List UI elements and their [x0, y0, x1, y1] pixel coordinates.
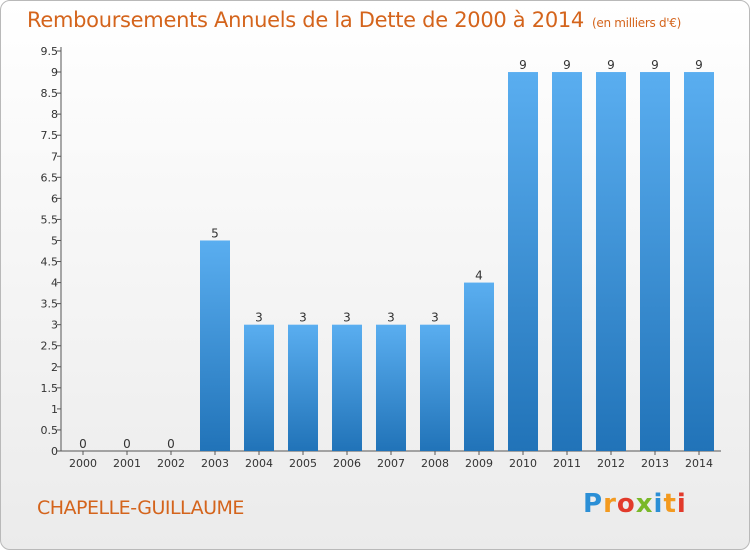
logo-letter: t — [663, 489, 677, 519]
bar — [596, 72, 626, 451]
data-label: 0 — [167, 437, 175, 451]
x-tick-label: 2002 — [157, 457, 185, 470]
logo-letter: P — [583, 489, 604, 519]
y-tick-label: 7 — [51, 150, 58, 163]
bar — [376, 324, 406, 451]
y-tick-label: 1 — [51, 403, 58, 416]
chart-title: Remboursements Annuels de la Dette de 20… — [27, 8, 682, 32]
x-tick-label: 2005 — [289, 457, 317, 470]
logo-letter: o — [616, 489, 636, 519]
y-tick-label: 2 — [51, 361, 58, 374]
location-name: CHAPELLE-GUILLAUME — [37, 497, 244, 519]
x-tick-label: 2012 — [597, 457, 625, 470]
y-tick-label: 2.5 — [41, 340, 59, 353]
proxiti-logo: Proxiti — [583, 489, 687, 519]
y-tick-label: 7.5 — [41, 129, 59, 142]
x-tick-label: 2014 — [685, 457, 713, 470]
data-label: 9 — [519, 58, 527, 72]
data-label: 9 — [695, 58, 703, 72]
x-tick-label: 2004 — [245, 457, 273, 470]
data-label: 0 — [79, 437, 87, 451]
y-tick-label: 8.5 — [41, 87, 59, 100]
x-tick-label: 2009 — [465, 457, 493, 470]
data-label: 9 — [607, 58, 615, 72]
x-tick-label: 2011 — [553, 457, 581, 470]
bar — [200, 240, 230, 451]
logo-letter: r — [603, 489, 617, 519]
data-label: 3 — [431, 311, 439, 325]
unit-label: (en milliers d'€) — [592, 16, 682, 30]
x-tick-label: 2006 — [333, 457, 361, 470]
data-label: 9 — [563, 58, 571, 72]
y-tick-label: 0.5 — [41, 424, 59, 437]
y-tick-label: 4 — [51, 277, 58, 290]
bar — [332, 324, 362, 451]
data-label: 9 — [651, 58, 659, 72]
y-tick-label: 9 — [51, 66, 58, 79]
bar — [552, 72, 582, 451]
y-tick-label: 3 — [51, 319, 58, 332]
x-tick-label: 2003 — [201, 457, 229, 470]
y-tick-label: 3.5 — [41, 298, 59, 311]
y-tick-label: 6 — [51, 192, 58, 205]
x-tick-label: 2000 — [69, 457, 97, 470]
y-tick-label: 4.5 — [41, 256, 59, 269]
y-tick-label: 5.5 — [41, 213, 59, 226]
logo-letter: i — [676, 489, 687, 519]
x-tick-label: 2007 — [377, 457, 405, 470]
bar — [640, 72, 670, 451]
logo-letter: x — [635, 489, 654, 519]
bar — [244, 324, 274, 451]
bar — [288, 324, 318, 451]
data-label: 3 — [387, 311, 395, 325]
y-tick-label: 9.5 — [41, 45, 59, 58]
logo-letter: i — [653, 489, 664, 519]
data-label: 3 — [299, 311, 307, 325]
x-tick-label: 2001 — [113, 457, 141, 470]
y-tick-label: 5 — [51, 234, 58, 247]
y-tick-label: 8 — [51, 108, 58, 121]
x-tick-label: 2010 — [509, 457, 537, 470]
data-label: 3 — [255, 311, 263, 325]
x-tick-label: 2008 — [421, 457, 449, 470]
data-label: 5 — [211, 226, 219, 240]
bar — [684, 72, 714, 451]
bar — [508, 72, 538, 451]
x-tick-label: 2013 — [641, 457, 669, 470]
data-label: 0 — [123, 437, 131, 451]
bar — [464, 282, 494, 451]
y-tick-label: 0 — [51, 445, 58, 458]
y-tick-label: 1.5 — [41, 382, 59, 395]
y-tick-label: 6.5 — [41, 171, 59, 184]
data-label: 4 — [475, 269, 483, 283]
data-label: 3 — [343, 311, 351, 325]
bar — [420, 324, 450, 451]
